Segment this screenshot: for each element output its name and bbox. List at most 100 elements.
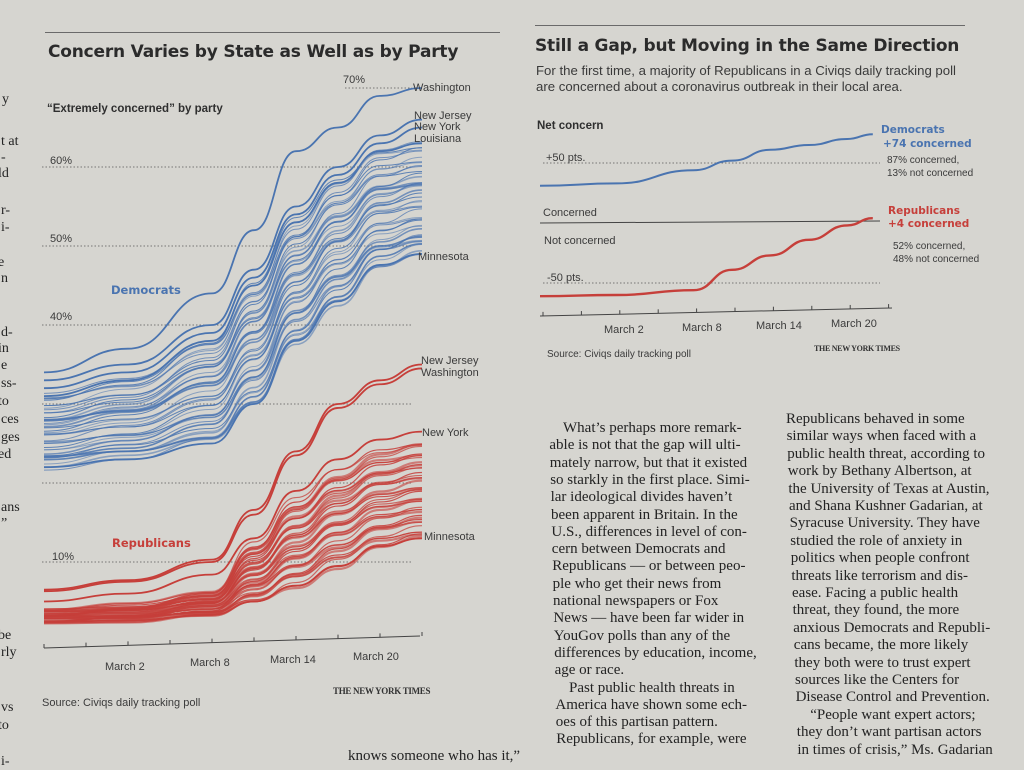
state-line-democrats	[43, 171, 423, 414]
xtick-march-2: March 2	[105, 661, 145, 673]
left-column-fragment: ed	[0, 447, 12, 462]
state-line-republicans	[43, 533, 423, 623]
state-line-democrats	[43, 147, 423, 401]
net-line-republicans	[539, 217, 873, 298]
article-col1-line: mately narrow, but that it existed	[549, 454, 748, 471]
left-column-fragment: ces	[1, 412, 19, 427]
state-line-republicans-washington	[43, 367, 423, 593]
label-rep-minnesota: Minnesota	[424, 531, 475, 543]
left-column-fragment: e	[1, 358, 8, 373]
label-dem-louisiana: Louisiana	[414, 133, 462, 145]
state-line-democrats	[43, 217, 423, 444]
ytick-plus-50: +50 pts.	[546, 152, 586, 164]
article-col2-line: anxious Democrats and Republi-	[793, 619, 991, 636]
article-col2-line: studied the role of anxiety in	[790, 532, 963, 549]
state-line-democrats	[43, 162, 423, 407]
rep-net-value: +4 concerned	[888, 218, 970, 230]
left-column-fragment: in	[0, 341, 9, 356]
article-col2-line: ease. Facing a public health	[792, 585, 959, 601]
dem-net-label: Democrats	[881, 124, 945, 136]
state-line-democrats	[43, 235, 423, 457]
article-col1-line: U.S., differences in level of con-	[551, 523, 747, 540]
state-line-democrats	[43, 182, 423, 425]
state-line-republicans	[43, 443, 423, 612]
state-line-democrats	[43, 200, 423, 434]
article-col1-line: national newspapers or Fox	[553, 593, 719, 609]
article-col2-line: they both were to trust expert	[794, 654, 971, 671]
left-column-fragment: ”	[1, 516, 8, 531]
left-chart-credit: THE NEW YORK TIMES	[333, 686, 431, 696]
article-col1-line: ple who get their news from	[552, 575, 722, 592]
state-line-democrats	[43, 201, 423, 436]
article-col1-line: YouGov polls than any of the	[553, 627, 731, 644]
left-column-fragment: to	[0, 394, 9, 409]
state-line-republicans	[43, 509, 423, 619]
state-line-democrats	[43, 227, 423, 455]
article-col2-line: cans became, the more likely	[793, 637, 969, 654]
net-concern-label: Net concern	[537, 120, 604, 132]
left-column-fragment: ss-	[1, 376, 17, 391]
right-chart-source: Source: Civiqs daily tracking poll	[547, 349, 691, 360]
state-line-republicans-new-jersey	[43, 363, 423, 591]
article-col2-line: “People want expert actors;	[810, 706, 976, 723]
article-col2-line: and Shana Kushner Gadarian, at	[789, 498, 983, 514]
state-line-democrats-louisiana	[43, 142, 423, 397]
article-col2-line: threat, they found, the more	[792, 602, 960, 619]
article-col2-line: Republicans behaved in some	[786, 411, 965, 427]
right-chart-credit: THE NEW YORK TIMES	[814, 344, 900, 353]
ytick-70: 70%	[343, 74, 366, 86]
right-chart-subtitle-2: are concerned about a coronavirus outbre…	[536, 79, 903, 94]
left-chart-subtitle: “Extremely concerned” by party	[47, 103, 223, 115]
left-column-fragment: i-	[1, 220, 10, 235]
left-column-fragment: vs	[1, 700, 14, 715]
state-line-democrats	[43, 196, 423, 429]
state-line-democrats	[43, 244, 423, 465]
left-column-fragment: ans	[1, 500, 20, 515]
article-col1-line: News — have been far wider in	[553, 610, 745, 627]
left-column-fragment: ges	[1, 430, 20, 445]
rep-detail-2: 48% not concerned	[893, 254, 980, 265]
left-chart-top-rule	[45, 32, 500, 33]
article-col2-line: in times of crisis,” Ms. Gadarian	[797, 741, 993, 758]
article-col1-line: age or race.	[554, 662, 625, 679]
state-line-democrats	[43, 183, 423, 421]
article-col1-line: What’s perhaps more remark-	[563, 420, 742, 436]
article-col1-line: oes of this partisan pattern.	[555, 714, 718, 731]
state-line-democrats	[43, 175, 423, 421]
republicans-label: Republicans	[112, 536, 191, 550]
r-xtick-march-8: March 8	[682, 322, 722, 334]
ytick-40: 40%	[50, 311, 73, 323]
right-chart-subtitle-1: For the first time, a majority of Republ…	[536, 63, 956, 78]
net-line-democrats	[539, 133, 873, 187]
ytick-50: 50%	[50, 233, 73, 245]
label-dem-minnesota: Minnesota	[418, 251, 469, 263]
state-line-republicans	[43, 464, 423, 612]
article-col1-line: able is not that the gap will ulti-	[549, 437, 741, 454]
article-col1-line: Republicans — or between peo-	[552, 558, 746, 575]
article-col2-line: politics when people confront	[790, 550, 970, 567]
article-col1-line: Republicans, for example, were	[556, 731, 747, 748]
article-col2-line: similar ways when faced with a	[786, 428, 977, 445]
state-line-democrats	[43, 189, 423, 428]
r-x-axis	[539, 307, 893, 317]
xtick-march-8: March 8	[190, 657, 230, 669]
left-column-fragment: t at	[1, 134, 19, 149]
rep-detail-1: 52% concerned,	[893, 241, 966, 252]
state-line-democrats	[43, 161, 423, 407]
left-column-fragment: e	[0, 255, 5, 270]
article-col2-line: they don’t want partisan actors	[796, 724, 982, 741]
right-chart-top-rule	[535, 25, 965, 26]
article-col1-line: lar ideological divides haven’t	[550, 489, 733, 506]
ytick-10: 10%	[52, 551, 75, 563]
x-axis	[43, 635, 421, 649]
dem-detail-1: 87% concerned,	[887, 155, 960, 166]
state-line-republicans	[43, 510, 423, 620]
article-col1-line: been apparent in Britain. In the	[551, 506, 738, 523]
left-column-fragment: d-	[1, 325, 13, 340]
left-column-fragment: i-	[1, 754, 10, 769]
left-column-fragment: -	[1, 150, 6, 165]
left-column-fragment: ld	[0, 166, 9, 181]
article-col1-line: America have shown some ech-	[555, 696, 747, 713]
left-column-fragment: r-	[1, 203, 11, 218]
